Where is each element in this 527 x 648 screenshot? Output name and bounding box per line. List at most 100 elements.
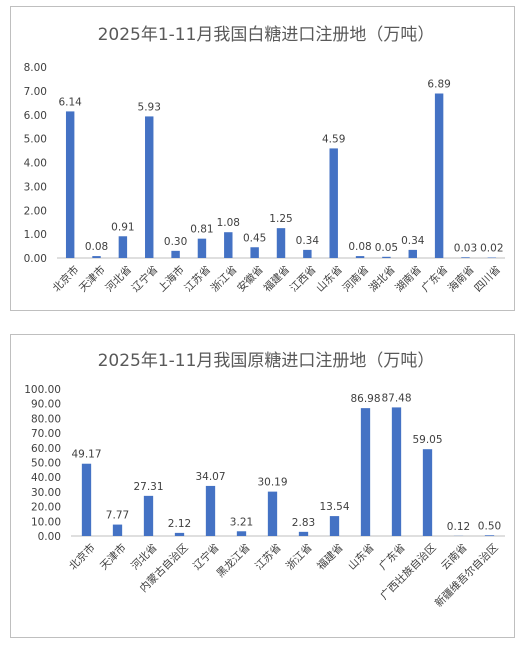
- bar: [276, 228, 286, 258]
- data-label: 3.21: [230, 516, 253, 528]
- y-tick-label: 20.00: [31, 502, 61, 514]
- category-label: 湖北省: [366, 263, 397, 294]
- y-tick-label: 80.00: [31, 413, 61, 425]
- data-label: 59.05: [412, 434, 442, 446]
- data-label: 2.83: [292, 517, 315, 529]
- category-label: 北京市: [50, 263, 81, 294]
- category-label: 湖南省: [393, 263, 424, 294]
- category-label: 山东省: [345, 541, 376, 572]
- bar: [174, 532, 185, 536]
- data-label: 86.98: [350, 393, 380, 405]
- data-label: 0.50: [478, 520, 501, 532]
- data-label: 0.12: [447, 521, 470, 533]
- category-label: 四川省: [472, 263, 503, 294]
- bar: [355, 256, 365, 258]
- data-label: 87.48: [381, 392, 411, 404]
- category-label: 黑龙江省: [214, 541, 253, 580]
- data-label: 34.07: [195, 471, 225, 483]
- category-label: 江苏省: [182, 263, 213, 294]
- data-label: 49.17: [71, 449, 101, 461]
- y-tick-label: 40.00: [31, 472, 61, 484]
- y-tick-label: 6.00: [24, 110, 47, 122]
- data-label: 27.31: [133, 481, 163, 493]
- y-tick-label: 70.00: [31, 428, 61, 440]
- bar: [408, 249, 417, 258]
- bar: [118, 236, 128, 258]
- category-label: 安徽省: [234, 263, 265, 294]
- white-sugar-chart: 2025年1-11月我国白糖进口注册地（万吨） 0.00 1.00 2.00 3.00 4…: [24, 25, 505, 294]
- category-label: 浙江省: [208, 263, 239, 294]
- category-label: 浙江省: [283, 541, 314, 572]
- data-label: 13.54: [319, 501, 349, 513]
- data-label: 0.05: [375, 242, 398, 254]
- bar: [434, 93, 444, 258]
- category-label: 天津市: [76, 263, 107, 294]
- raw-sugar-chart: 2025年1-11月我国原糖进口注册地（万吨） 0.00 10.00 20.00 30.…: [24, 351, 505, 610]
- data-label: 0.02: [480, 243, 503, 255]
- y-tick-label: 3.00: [24, 181, 47, 193]
- data-label: 5.93: [138, 101, 161, 113]
- bar: [329, 148, 338, 258]
- category-label: 上海市: [155, 263, 186, 294]
- bar: [250, 247, 259, 258]
- chart-panel-white-sugar: 2025年1-11月我国白糖进口注册地（万吨） 0.00 1.00 2.00 3.00 4…: [10, 6, 515, 311]
- bar: [391, 407, 402, 536]
- chart-panel-raw-sugar: 2025年1-11月我国原糖进口注册地（万吨） 0.00 10.00 20.00 30.…: [10, 334, 515, 638]
- data-label: 6.14: [58, 96, 82, 108]
- bar: [484, 535, 495, 536]
- bar: [171, 250, 180, 258]
- data-label: 1.08: [217, 217, 240, 229]
- y-tick-label: 4.00: [24, 158, 47, 170]
- bar: [112, 524, 123, 536]
- category-label: 北京市: [66, 541, 97, 572]
- bar: [298, 531, 309, 536]
- bar: [267, 491, 278, 536]
- bar: [461, 257, 470, 258]
- category-label: 福建省: [314, 541, 345, 572]
- category-label: 广西壮族自治区: [378, 541, 439, 602]
- bar: [329, 516, 340, 536]
- bar: [382, 256, 391, 258]
- category-label: 天津市: [97, 541, 128, 572]
- y-tick-label: 90.00: [31, 399, 61, 411]
- y-tick-label: 10.00: [31, 516, 61, 528]
- bar: [236, 531, 247, 536]
- bar: [143, 495, 154, 536]
- data-label: 4.59: [322, 133, 345, 145]
- data-label: 0.91: [111, 221, 134, 233]
- chart-title: 2025年1-11月我国原糖进口注册地（万吨）: [98, 351, 435, 371]
- y-tick-label: 7.00: [24, 86, 47, 98]
- data-label: 0.08: [348, 241, 371, 253]
- bar: [303, 249, 312, 258]
- category-label: 福建省: [261, 263, 292, 294]
- category-label: 海南省: [445, 263, 476, 294]
- data-label: 0.08: [85, 241, 108, 253]
- data-label: 6.89: [427, 79, 450, 91]
- y-tick-label: 8.00: [24, 62, 47, 74]
- bar: [81, 463, 92, 536]
- y-tick-label: 0.00: [38, 531, 61, 543]
- bar: [65, 111, 75, 258]
- bar: [205, 485, 216, 536]
- data-label: 1.25: [269, 213, 292, 225]
- y-tick-label: 5.00: [24, 134, 47, 146]
- bar: [224, 232, 233, 258]
- data-label: 0.34: [401, 235, 425, 247]
- category-label: 江苏省: [252, 541, 283, 572]
- y-tick-label: 60.00: [31, 443, 61, 455]
- bar: [360, 408, 371, 536]
- y-tick-label: 1.00: [24, 229, 47, 241]
- chart-title: 2025年1-11月我国白糖进口注册地（万吨）: [98, 25, 435, 45]
- bar: [197, 238, 207, 258]
- category-label: 河南省: [340, 263, 371, 294]
- data-label: 30.19: [257, 477, 287, 489]
- y-tick-label: 100.00: [24, 384, 61, 396]
- y-tick-label: 0.00: [24, 253, 47, 265]
- data-label: 0.34: [296, 235, 320, 247]
- y-tick-label: 30.00: [31, 487, 61, 499]
- category-label: 河北省: [103, 263, 134, 294]
- data-label: 7.77: [106, 510, 129, 522]
- bar: [92, 256, 101, 258]
- category-label: 辽宁省: [129, 263, 160, 294]
- data-label: 0.45: [243, 232, 266, 244]
